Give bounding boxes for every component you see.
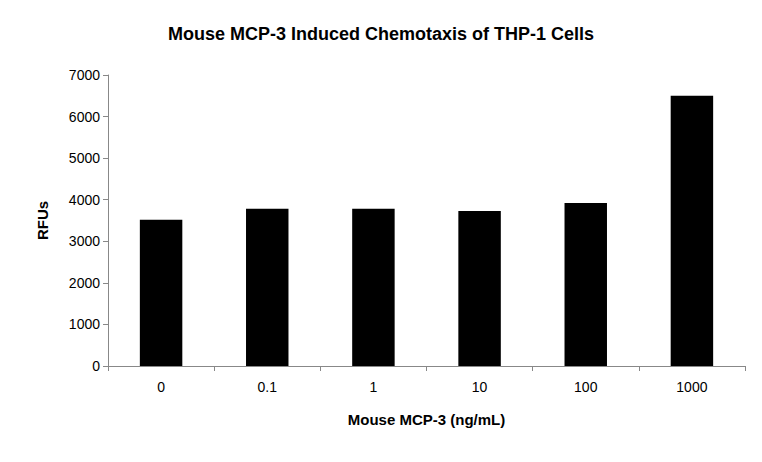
svg-text:RFUs: RFUs xyxy=(34,201,51,240)
svg-text:0: 0 xyxy=(92,358,100,374)
svg-text:1000: 1000 xyxy=(676,379,707,395)
svg-text:Mouse MCP-3 (ng/mL): Mouse MCP-3 (ng/mL) xyxy=(348,411,506,428)
svg-text:1: 1 xyxy=(370,379,378,395)
svg-text:7000: 7000 xyxy=(69,67,100,83)
svg-text:6000: 6000 xyxy=(69,109,100,125)
svg-text:0: 0 xyxy=(157,379,165,395)
svg-text:3000: 3000 xyxy=(69,233,100,249)
svg-text:Mouse MCP-3 Induced Chemotaxis: Mouse MCP-3 Induced Chemotaxis of THP-1 … xyxy=(168,24,594,44)
svg-text:2000: 2000 xyxy=(69,275,100,291)
svg-text:100: 100 xyxy=(574,379,598,395)
svg-text:10: 10 xyxy=(472,379,488,395)
svg-text:0.1: 0.1 xyxy=(258,379,278,395)
svg-text:4000: 4000 xyxy=(69,192,100,208)
svg-text:1000: 1000 xyxy=(69,316,100,332)
svg-text:5000: 5000 xyxy=(69,150,100,166)
